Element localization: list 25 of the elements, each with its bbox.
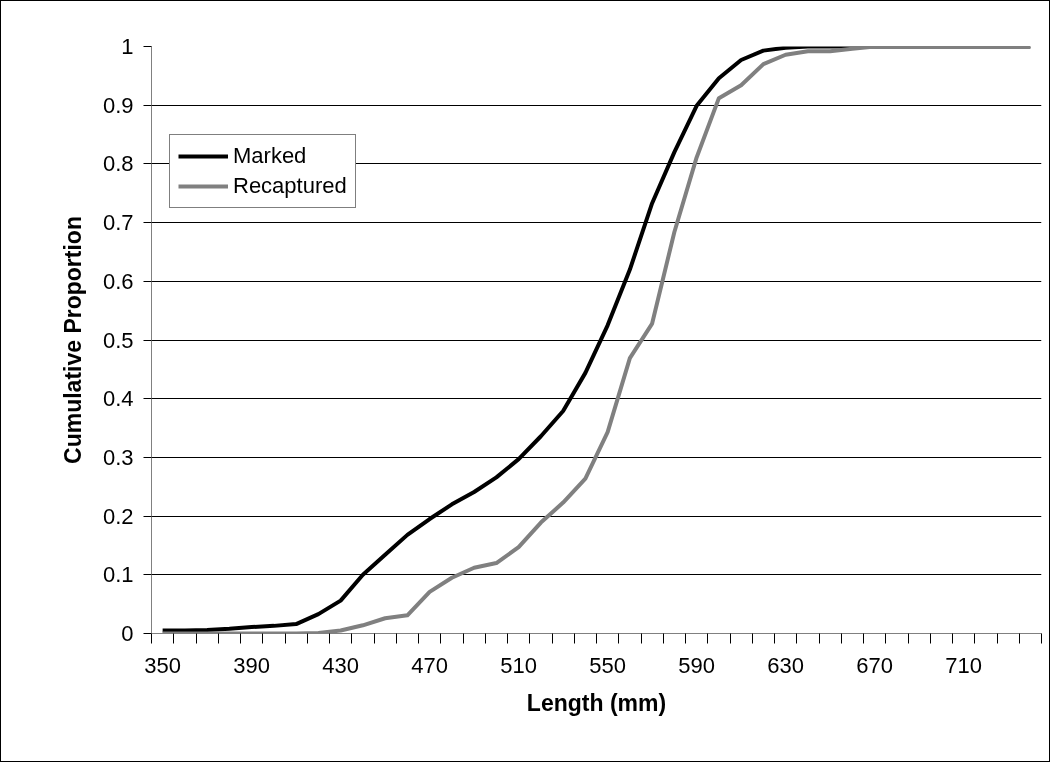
x-tick-label: 670 xyxy=(856,652,893,678)
y-tick-label: 0.2 xyxy=(102,503,134,529)
x-tick-label: 710 xyxy=(945,652,982,678)
legend-label: Recaptured xyxy=(233,173,347,199)
x-tick-label: 350 xyxy=(144,652,181,678)
y-axis-title: Cumulative Proportion xyxy=(59,216,86,464)
y-tick-label: 0.3 xyxy=(102,444,134,470)
x-tick-label: 390 xyxy=(233,652,270,678)
y-tick-label: 0.4 xyxy=(102,386,134,412)
y-tick-label: 0.7 xyxy=(102,210,134,236)
y-tick-label: 0.9 xyxy=(102,92,134,118)
y-tick-label: 0.5 xyxy=(102,327,134,353)
y-tick-label: 1 xyxy=(121,34,134,59)
x-tick-label: 510 xyxy=(500,652,537,678)
x-tick-label: 470 xyxy=(411,652,448,678)
y-tick-label: 0.6 xyxy=(102,268,134,294)
y-tick-label: 0 xyxy=(121,621,134,646)
x-tick-label: 630 xyxy=(767,652,804,678)
x-axis-title: Length (mm) xyxy=(526,689,667,716)
y-tick-label: 0.8 xyxy=(102,151,134,177)
x-tick-label: 550 xyxy=(589,652,626,678)
x-tick-label: 590 xyxy=(678,652,715,678)
y-tick-label: 0.1 xyxy=(102,562,134,588)
legend-label: Marked xyxy=(233,143,307,169)
x-tick-label: 430 xyxy=(322,652,359,678)
